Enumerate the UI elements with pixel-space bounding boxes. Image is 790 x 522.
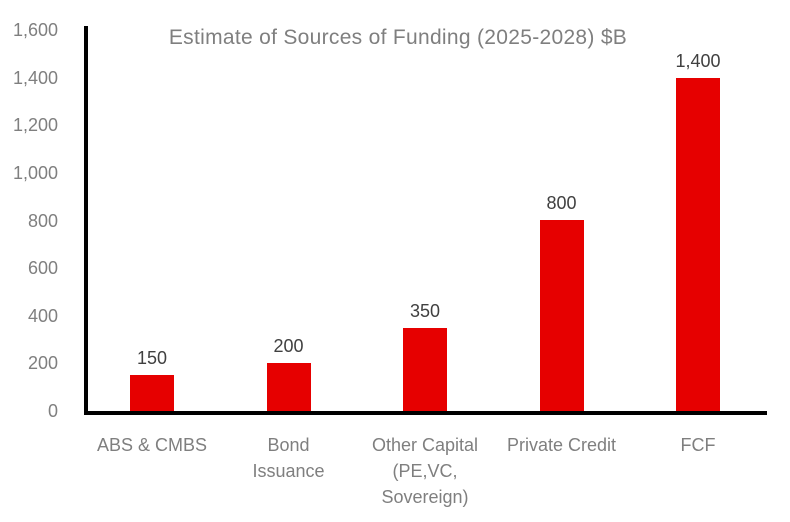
y-axis-tick-label: 400 — [27, 305, 58, 326]
category-label-line: FCF — [680, 435, 716, 455]
category-label: Other Capital (PE,VC, Sovereign) — [350, 432, 500, 510]
bar-value-label: 150 — [136, 348, 168, 368]
category-label-line: Other Capital — [371, 435, 479, 455]
y-axis-tick-label: 1,200 — [12, 115, 58, 136]
category-label: ABS & CMBS — [77, 432, 227, 458]
y-axis-tick-label: 1,600 — [12, 20, 58, 40]
bar-3 — [403, 328, 447, 411]
category-label-line: Sovereign) — [381, 487, 469, 507]
bar-value-label: 1,400 — [675, 51, 721, 71]
y-axis-tick-label: 1,000 — [12, 162, 58, 183]
y-axis-tick-label: 0 — [47, 401, 58, 421]
x-axis-line — [84, 411, 767, 415]
bar-2 — [266, 363, 311, 411]
category-label-line: Issuance — [252, 461, 325, 481]
y-axis-line — [84, 26, 88, 415]
bar-5 — [676, 78, 720, 411]
bar-value-label: 200 — [273, 336, 304, 356]
category-label-line: Bond — [267, 435, 310, 455]
bar-4 — [539, 220, 584, 411]
category-label: FCF — [623, 432, 773, 458]
category-label: Private Credit — [487, 432, 637, 458]
y-axis-tick-label: 200 — [27, 353, 58, 374]
chart-title: Estimate of Sources of Funding (2025-202… — [168, 26, 628, 49]
y-axis-tick-label: 600 — [27, 258, 58, 279]
y-axis-tick-label: 1,400 — [12, 67, 58, 88]
bar-value-label: 800 — [546, 193, 577, 213]
y-axis-tick-label: 800 — [27, 210, 58, 231]
category-label-line: ABS & CMBS — [96, 435, 208, 455]
category-label-line: (PE,VC, — [392, 461, 458, 481]
bar-1 — [130, 375, 174, 411]
bar-value-label: 350 — [409, 301, 441, 321]
category-label: Bond Issuance — [214, 432, 364, 484]
category-label-line: Private Credit — [506, 435, 617, 455]
